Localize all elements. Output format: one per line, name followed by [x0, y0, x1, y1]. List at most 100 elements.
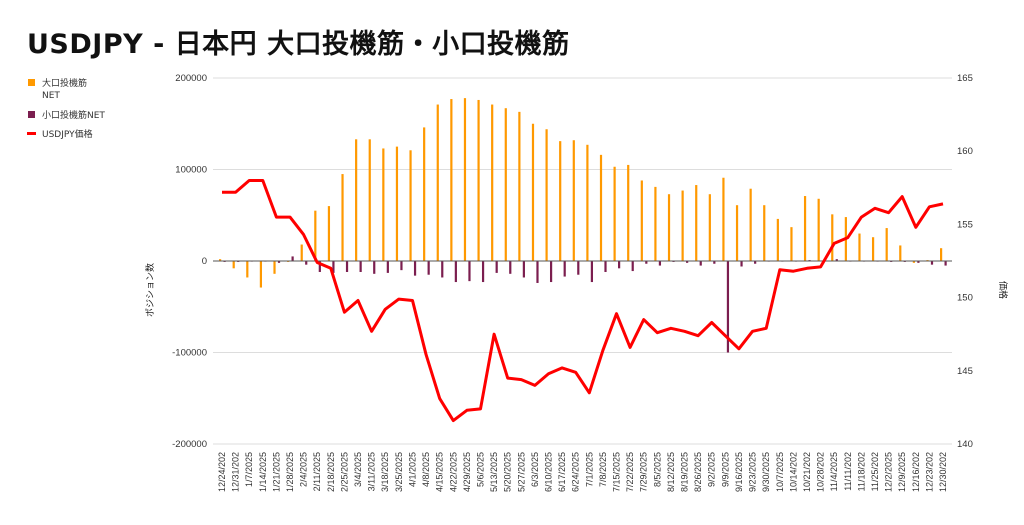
- price-line: [222, 179, 944, 423]
- bar-large-spec: [436, 104, 439, 261]
- bar-large-spec: [273, 261, 276, 274]
- bar-small-spec: [318, 261, 321, 272]
- bar-large-spec: [314, 210, 317, 261]
- bar-small-spec: [332, 261, 335, 273]
- bar-large-spec: [735, 205, 739, 261]
- bar-large-spec: [885, 228, 888, 261]
- bar-small-spec: [468, 261, 471, 282]
- bar-large-spec: [940, 248, 943, 261]
- y-tick-left: 0: [202, 256, 207, 267]
- bar-small-spec: [373, 261, 376, 274]
- y-tick-left: 100000: [175, 165, 207, 176]
- legend-swatch-small: [28, 111, 35, 118]
- x-tick: 6/10/2025: [543, 452, 553, 492]
- x-tick: 5/13/2025: [489, 452, 499, 492]
- legend-label-large-2: NET: [42, 91, 60, 101]
- x-tick: 2/18/2025: [326, 452, 336, 492]
- bar-small-spec: [590, 261, 594, 283]
- y-tick-left: -100000: [172, 348, 207, 359]
- x-tick: 7/1/2025: [584, 452, 594, 487]
- bar-large-spec: [423, 127, 426, 261]
- bar-small-spec: [386, 261, 389, 273]
- bar-large-spec: [763, 205, 766, 261]
- bar-large-spec: [858, 233, 861, 261]
- bar-large-spec: [749, 188, 752, 261]
- x-tick: 1/28/2025: [285, 452, 295, 492]
- bar-small-spec: [686, 261, 689, 263]
- y-axis-label-right: 価格: [997, 281, 1009, 299]
- x-tick: 7/8/2025: [598, 452, 608, 487]
- bar-large-spec: [341, 174, 344, 261]
- bar-small-spec: [495, 261, 498, 273]
- x-tick: 2/25/2025: [339, 452, 349, 492]
- x-tick: 1/14/2025: [258, 452, 268, 492]
- bar-large-spec: [518, 111, 521, 261]
- bar-large-spec: [531, 123, 535, 261]
- bar-large-spec: [586, 144, 589, 261]
- x-tick: 1/7/2025: [244, 452, 254, 487]
- bar-large-spec: [790, 227, 793, 261]
- bar-small-spec: [726, 261, 730, 353]
- x-tick: 2/4/2025: [299, 452, 309, 487]
- bar-small-spec: [631, 261, 634, 272]
- x-tick: 3/18/2025: [380, 452, 390, 492]
- bar-small-spec: [400, 261, 403, 271]
- legend-label-small: 小口投機筋NET: [42, 109, 105, 121]
- x-tick: 10/28/202: [816, 452, 826, 492]
- x-tick: 11/4/2025: [829, 452, 839, 491]
- y-tick-right: 145: [957, 366, 973, 377]
- bar-large-spec: [776, 218, 779, 261]
- bar-small-spec: [835, 259, 838, 261]
- bar-large-spec: [491, 104, 494, 261]
- bar-small-spec: [658, 261, 662, 266]
- bar-large-spec: [395, 146, 399, 261]
- x-tick: 9/16/2025: [734, 452, 744, 492]
- x-tick: 3/11/2025: [367, 452, 377, 491]
- y-axis-label-left: ポジション数: [144, 263, 156, 317]
- bar-large-spec: [667, 194, 671, 261]
- chart-title: USDJPY - 日本円 大口投機筋・小口投機筋: [27, 29, 570, 60]
- bar-large-spec: [681, 190, 684, 261]
- bar-large-spec: [613, 166, 616, 261]
- bar-small-spec: [454, 261, 457, 283]
- bar-large-spec: [817, 198, 820, 261]
- bar-large-spec: [368, 139, 371, 261]
- legend-swatch-large: [28, 79, 35, 86]
- y-tick-right: 155: [957, 219, 973, 230]
- bar-small-spec: [740, 261, 743, 267]
- bar-large-spec: [722, 177, 725, 261]
- bar-small-spec: [345, 261, 349, 272]
- bar-large-spec: [708, 194, 711, 261]
- bar-small-spec: [645, 261, 648, 264]
- bar-small-spec: [441, 261, 444, 278]
- bar-small-spec: [481, 261, 485, 283]
- bar-small-spec: [427, 261, 430, 275]
- bar-large-spec: [831, 214, 834, 261]
- bar-large-spec: [559, 141, 562, 261]
- x-tick: 5/20/2025: [503, 452, 513, 492]
- x-tick: 9/23/2025: [748, 452, 758, 492]
- y-tick-right: 165: [957, 73, 973, 84]
- bar-large-spec: [259, 261, 263, 288]
- x-tick: 12/30/202: [938, 452, 948, 492]
- x-tick: 10/14/202: [788, 452, 798, 492]
- x-tick: 2/11/2025: [312, 452, 322, 491]
- x-tick: 11/25/202: [870, 452, 880, 491]
- bar-small-spec: [618, 261, 621, 269]
- x-tick: 7/15/2025: [612, 452, 622, 492]
- x-tick: 8/12/2025: [666, 452, 676, 492]
- bar-small-spec: [536, 261, 539, 283]
- bar-large-spec: [355, 139, 358, 261]
- x-tick: 9/2/2025: [707, 452, 717, 487]
- x-tick: 12/31/202: [231, 452, 241, 492]
- bar-large-spec: [409, 150, 412, 261]
- bar-small-spec: [305, 261, 308, 265]
- x-tick: 4/8/2025: [421, 452, 431, 487]
- bar-large-spec: [219, 259, 222, 261]
- bar-large-spec: [899, 245, 902, 261]
- x-tick: 7/29/2025: [639, 452, 649, 492]
- bar-large-spec: [695, 185, 698, 261]
- x-tick: 4/15/2025: [435, 452, 445, 492]
- x-tick: 3/4/2025: [353, 452, 363, 487]
- bar-large-spec: [327, 206, 331, 261]
